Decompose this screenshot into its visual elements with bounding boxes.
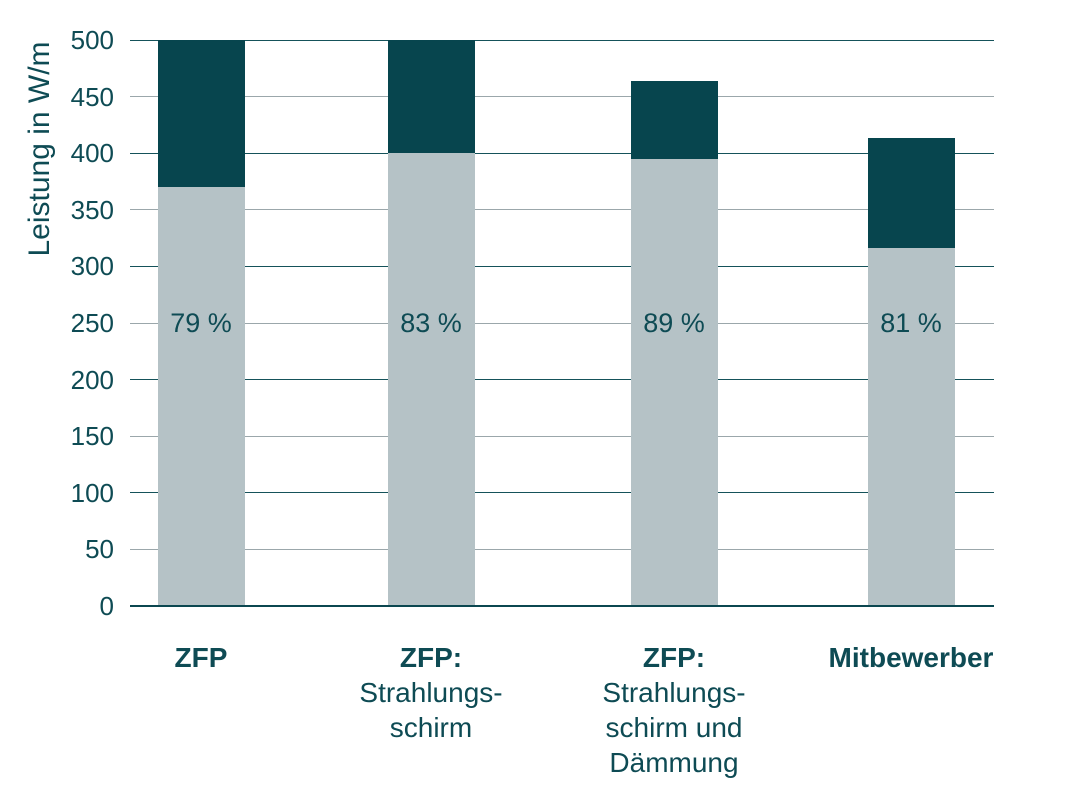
y-tick-label: 200 [70, 364, 114, 395]
y-tick-label: 150 [70, 421, 114, 452]
gridline [130, 435, 994, 437]
x-category-line: schirm und [605, 712, 743, 743]
x-category-label: ZFP: Strahlungs-schirm und Dämmung [554, 640, 794, 780]
bar-value-label: 89 % [643, 308, 705, 338]
x-category-label: Mitbewerber [791, 640, 1031, 675]
bar-value-label: 81 % [880, 308, 942, 338]
x-category-line-main: Mitbewerber [828, 642, 994, 673]
y-tick-label: 400 [70, 138, 114, 169]
y-tick-label: 450 [70, 81, 114, 112]
x-axis-line [130, 605, 994, 607]
gridline [130, 96, 994, 98]
y-tick-label: 50 [85, 534, 114, 565]
y-tick-label: 500 [70, 25, 114, 55]
bar-segment-upper [387, 40, 475, 154]
bar-segment-lower [387, 153, 475, 606]
y-tick-label: 250 [70, 308, 114, 338]
x-category-line: Strahlungs- [602, 677, 746, 708]
gridline [130, 152, 994, 154]
x-category-line: schirm [389, 712, 473, 743]
y-tick-label: 300 [70, 251, 114, 282]
y-tick-label: 0 [99, 591, 114, 621]
bar-segment-lower [630, 158, 718, 606]
x-category-line: Strahlungs- [359, 677, 503, 708]
gridline [130, 265, 994, 267]
gridline [130, 548, 994, 550]
gridline [130, 39, 994, 41]
bar-segment-lower [867, 248, 955, 606]
y-tick-label: 350 [70, 194, 114, 225]
x-category-label: ZFP [81, 640, 321, 675]
x-category-line-main: ZFP [174, 642, 228, 673]
bar-segment-upper [867, 138, 955, 249]
bar-value-label: 79 % [170, 308, 232, 338]
gridline [130, 322, 994, 324]
bar-value-label: 83 % [400, 308, 462, 338]
x-category-line-main: ZFP: [399, 642, 463, 673]
gridline [130, 379, 994, 381]
bar-segment-upper [630, 80, 718, 159]
bar-segment-lower [157, 187, 245, 606]
x-category-line: Dämmung [609, 747, 739, 778]
gridline [130, 209, 994, 211]
bar-segment-upper [157, 40, 245, 188]
gridline [130, 492, 994, 494]
x-category-label: ZFP: Strahlungs-schirm [311, 640, 551, 745]
y-tick-label: 100 [70, 477, 114, 508]
x-category-line-main: ZFP: [642, 642, 706, 673]
